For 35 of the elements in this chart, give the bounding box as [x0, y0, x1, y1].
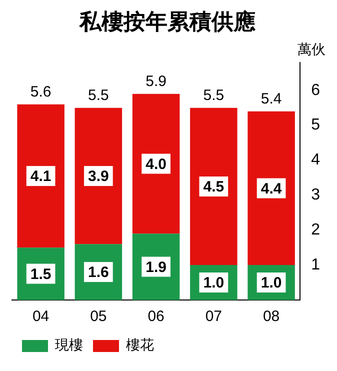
- x-tick-label: 04: [32, 308, 50, 326]
- x-tick-label: 07: [205, 308, 222, 326]
- data-label: 1.6: [88, 264, 109, 282]
- data-label: 1.5: [30, 266, 52, 283]
- data-label: 1.0: [260, 274, 282, 292]
- y-tick-label: 2: [311, 222, 320, 239]
- legend-label: 樓花: [126, 338, 154, 354]
- x-tick-label: 05: [90, 308, 107, 326]
- y-tick-label: 4: [311, 152, 320, 169]
- y-tick-label: 3: [311, 186, 320, 204]
- y-tick-label: 6: [311, 82, 320, 99]
- bar: [17, 104, 64, 248]
- data-label: 4.0: [146, 156, 166, 173]
- x-tick-label: 08: [262, 308, 280, 326]
- total-label: 5.5: [88, 86, 109, 104]
- y-tick-label: 1: [311, 256, 320, 274]
- bar: [248, 111, 295, 266]
- y-axis-title: 萬伙: [298, 42, 326, 58]
- data-label: 1.9: [146, 258, 166, 276]
- data-label: 3.9: [88, 168, 109, 186]
- total-label: 5.9: [146, 72, 166, 90]
- bar: [74, 108, 122, 244]
- total-label: 5.4: [260, 90, 282, 108]
- total-label: 5.6: [30, 83, 52, 100]
- data-label: 1.0: [203, 274, 224, 292]
- bar: [190, 108, 238, 266]
- y-tick-label: 5: [311, 116, 320, 134]
- chart-title: 私樓按年累積供應: [78, 8, 256, 35]
- bar: [132, 94, 180, 234]
- data-label: 4.1: [30, 168, 52, 186]
- x-tick-label: 06: [148, 308, 164, 326]
- data-label: 4.4: [260, 180, 282, 198]
- legend-label: 現樓: [55, 338, 83, 354]
- data-label: 4.5: [203, 178, 224, 196]
- total-label: 5.5: [203, 86, 224, 104]
